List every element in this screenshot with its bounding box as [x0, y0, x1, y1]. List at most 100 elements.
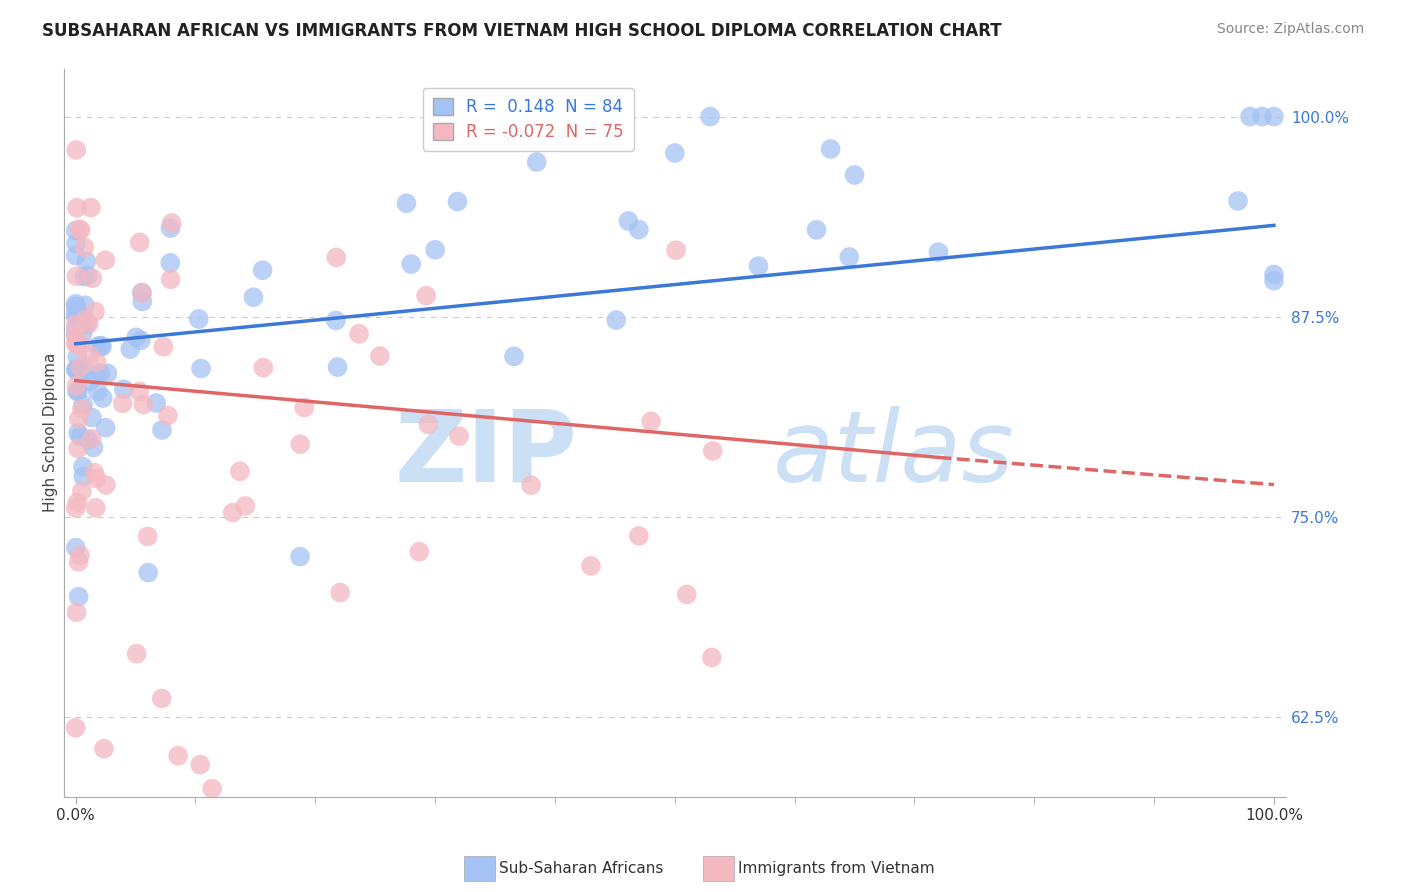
Point [82, 441, 104, 455]
Point [395, 196, 418, 211]
Point [65, 143, 87, 157]
Point [252, 263, 274, 277]
Point [128, 235, 150, 250]
Point [446, 194, 468, 209]
Point [150, 691, 173, 706]
Point [75, 312, 97, 326]
Point [1239, 110, 1261, 124]
Point [131, 294, 153, 309]
Y-axis label: High School Diploma: High School Diploma [44, 353, 58, 512]
Point [112, 382, 135, 396]
Text: SUBSAHARAN AFRICAN VS IMMIGRANTS FROM VIETNAM HIGH SCHOOL DIPLOMA CORRELATION CH: SUBSAHARAN AFRICAN VS IMMIGRANTS FROM VI… [42, 22, 1002, 40]
Point [838, 250, 860, 264]
Point [65, 269, 87, 284]
Point [520, 478, 543, 492]
Point [67, 412, 90, 426]
Point [128, 384, 150, 399]
Point [927, 245, 949, 260]
Point [65, 362, 87, 376]
Point [94, 478, 117, 492]
Point [91, 340, 114, 354]
Point [66, 384, 89, 398]
Point [806, 223, 828, 237]
Point [75, 254, 97, 268]
Point [73, 298, 96, 312]
Point [69, 338, 91, 352]
Point [67, 555, 90, 569]
Point [699, 110, 721, 124]
Point [329, 585, 352, 599]
Point [675, 587, 697, 601]
Point [69, 223, 91, 237]
Point [87, 384, 110, 399]
Point [77, 317, 100, 331]
Point [159, 256, 181, 270]
Point [76, 268, 98, 283]
Point [80, 410, 103, 425]
Point [65, 309, 87, 323]
Point [120, 342, 142, 356]
Point [747, 259, 769, 273]
Point [91, 391, 114, 405]
Point [96, 366, 118, 380]
Point [65, 304, 87, 318]
Point [66, 337, 89, 351]
Point [67, 361, 90, 376]
Point [325, 251, 347, 265]
Point [111, 396, 134, 410]
Point [664, 146, 686, 161]
Point [66, 201, 89, 215]
Point [65, 363, 87, 377]
Point [159, 272, 181, 286]
Text: Immigrants from Vietnam: Immigrants from Vietnam [738, 862, 935, 876]
Point [1251, 110, 1274, 124]
Point [70, 484, 93, 499]
Point [820, 142, 842, 156]
Point [326, 359, 349, 374]
Point [292, 401, 315, 415]
Point [188, 757, 211, 772]
Point [152, 340, 174, 354]
Point [136, 529, 159, 543]
Legend: R =  0.148  N = 84, R = -0.072  N = 75: R = 0.148 N = 84, R = -0.072 N = 75 [423, 87, 634, 151]
Point [423, 243, 446, 257]
Point [65, 334, 87, 348]
Point [627, 222, 650, 236]
Point [65, 605, 87, 619]
Point [65, 321, 87, 335]
Point [325, 313, 347, 327]
Point [526, 155, 548, 169]
Point [368, 349, 391, 363]
Point [65, 248, 87, 262]
Point [1263, 110, 1285, 124]
Point [69, 548, 91, 562]
Point [408, 544, 430, 558]
Point [65, 721, 87, 735]
Point [94, 420, 117, 434]
Point [579, 558, 602, 573]
Point [150, 423, 173, 437]
Text: Source: ZipAtlas.com: Source: ZipAtlas.com [1216, 22, 1364, 37]
Point [76, 318, 98, 332]
Point [65, 297, 87, 311]
Point [418, 417, 440, 432]
Point [80, 432, 103, 446]
Point [131, 286, 153, 301]
Point [156, 409, 179, 423]
Point [66, 384, 89, 399]
Point [65, 318, 87, 332]
Point [145, 396, 167, 410]
Point [399, 257, 422, 271]
Point [69, 222, 91, 236]
Point [187, 312, 209, 326]
Point [73, 310, 96, 324]
Point [77, 433, 100, 447]
Point [67, 425, 90, 440]
Point [131, 285, 153, 300]
Point [65, 223, 87, 237]
Point [190, 361, 212, 376]
Point [72, 326, 94, 340]
Point [84, 500, 107, 515]
Point [167, 748, 190, 763]
Point [415, 288, 437, 302]
